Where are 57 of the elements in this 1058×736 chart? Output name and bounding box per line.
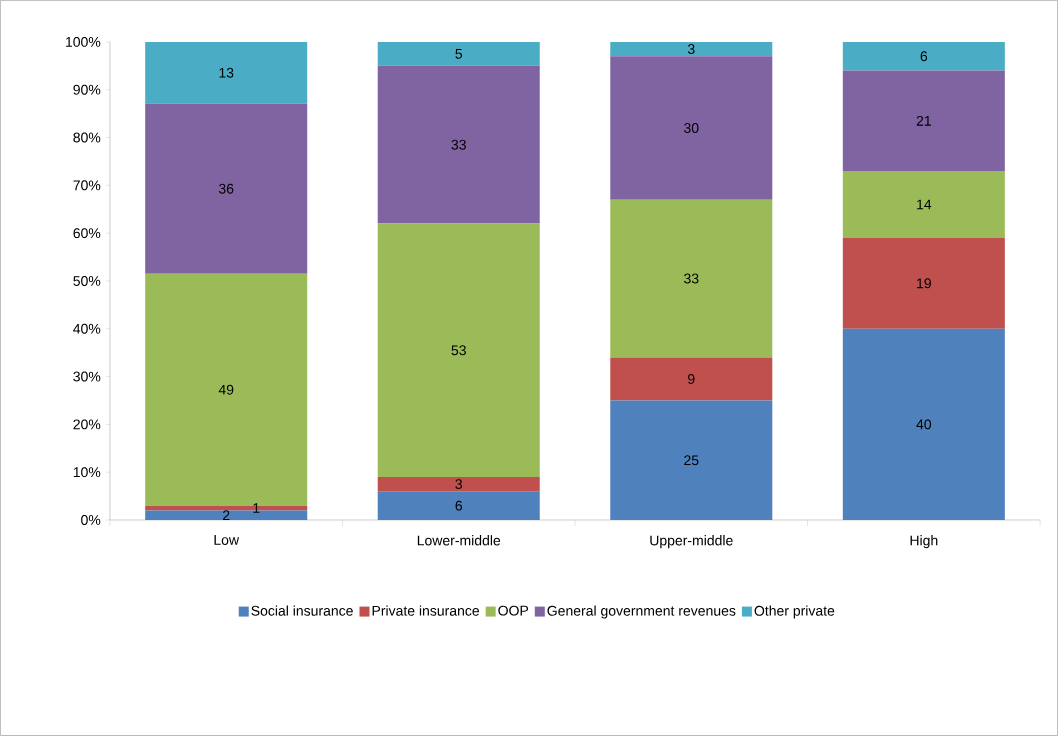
bar <box>377 41 540 66</box>
data-label: 3 <box>687 44 695 55</box>
data-label: 6 <box>455 500 463 511</box>
data-label: 30 <box>684 123 699 133</box>
bar <box>842 70 1005 172</box>
legend-label: OOP <box>498 605 529 616</box>
data-label: 14 <box>917 199 932 210</box>
bar <box>377 476 540 492</box>
bar <box>377 491 540 521</box>
data-label: 49 <box>218 384 234 395</box>
x-tick-label: Lower-middle <box>417 535 501 546</box>
data-label: 21 <box>916 115 931 126</box>
y-tick-label: 80% <box>73 132 101 143</box>
y-tick-label: 50% <box>73 276 101 286</box>
y-tick-label: 0% <box>81 515 101 525</box>
y-tick-label: 100% <box>66 36 101 47</box>
x-tick-label: High <box>910 535 938 549</box>
bar <box>377 65 540 224</box>
y-tick-label: 10% <box>73 467 101 478</box>
bar <box>842 237 1005 329</box>
y-tick-label: 90% <box>73 84 101 95</box>
y-tick-label: 40% <box>73 323 101 334</box>
data-label: 53 <box>451 345 466 356</box>
y-tick-label: 30% <box>73 371 101 382</box>
bar <box>842 171 1005 238</box>
data-label: 25 <box>684 455 699 466</box>
bar <box>842 328 1005 521</box>
y-tick-label: 60% <box>73 228 101 239</box>
bar <box>610 357 773 401</box>
y-tick-label: 70% <box>73 180 101 191</box>
legend-label: Social insurance <box>251 605 353 616</box>
legend-label: Private insurance <box>372 605 480 616</box>
x-tick-label: Upper-middle <box>650 535 733 549</box>
data-label: 33 <box>451 139 466 150</box>
bar <box>842 41 1005 71</box>
legend-label: Other private <box>754 605 835 619</box>
data-label: 9 <box>688 374 695 384</box>
x-tick-label: Low <box>214 535 240 545</box>
legend-label: General government revenues <box>547 605 736 619</box>
data-label: 6 <box>920 51 928 62</box>
data-label: 3 <box>455 479 463 490</box>
bar <box>610 199 773 358</box>
data-label: 33 <box>684 273 699 284</box>
bar <box>145 41 308 104</box>
bar <box>610 400 773 521</box>
data-label: 5 <box>455 49 463 59</box>
bar <box>377 223 540 477</box>
data-label: 36 <box>218 183 234 194</box>
data-label: 40 <box>916 419 932 430</box>
y-tick-label: 20% <box>73 419 101 430</box>
data-label: 13 <box>219 67 234 78</box>
data-label: 2 <box>223 510 230 521</box>
bar <box>145 103 308 274</box>
data-label: 1 <box>253 503 260 513</box>
bar <box>610 56 773 200</box>
data-label: 19 <box>917 278 931 289</box>
bar <box>610 41 773 57</box>
